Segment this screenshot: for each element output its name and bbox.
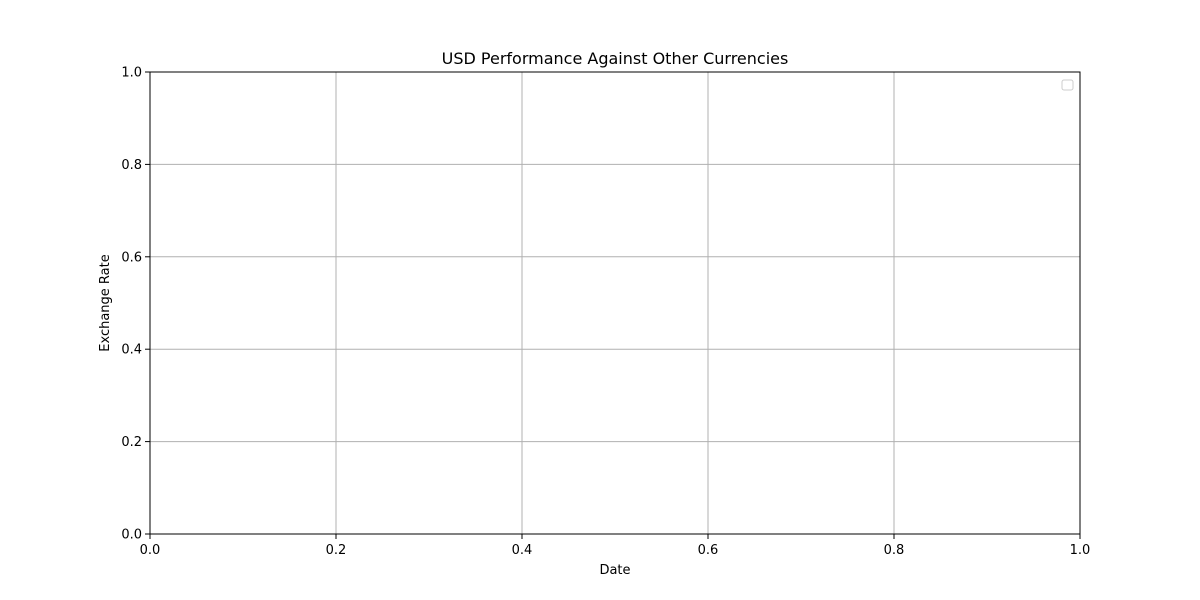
x-tick-label: 1.0 <box>1070 543 1091 558</box>
y-axis-ticks: 0.0 0.2 0.4 0.6 0.8 1.0 <box>121 66 150 543</box>
y-tick-label: 0.8 <box>121 158 142 173</box>
y-tick-label: 0.6 <box>121 250 142 265</box>
x-tick-label: 0.8 <box>884 543 905 558</box>
plot-frame <box>149 71 1081 535</box>
y-axis-label: Exchange Rate <box>98 254 113 351</box>
x-tick-label: 0.2 <box>326 543 347 558</box>
y-tick-label: 0.0 <box>121 528 142 543</box>
x-tick-label: 0.0 <box>140 543 161 558</box>
x-tick-label: 0.4 <box>512 543 533 558</box>
y-tick-label: 0.4 <box>121 343 142 358</box>
legend-box <box>1061 79 1074 91</box>
x-axis-label: Date <box>599 563 630 578</box>
y-tick-label: 1.0 <box>121 66 142 81</box>
y-tick-label: 0.2 <box>121 435 142 450</box>
chart-title: USD Performance Against Other Currencies <box>442 49 789 68</box>
x-axis-ticks: 0.0 0.2 0.4 0.6 0.8 1.0 <box>140 534 1091 558</box>
x-tick-label: 0.6 <box>698 543 719 558</box>
